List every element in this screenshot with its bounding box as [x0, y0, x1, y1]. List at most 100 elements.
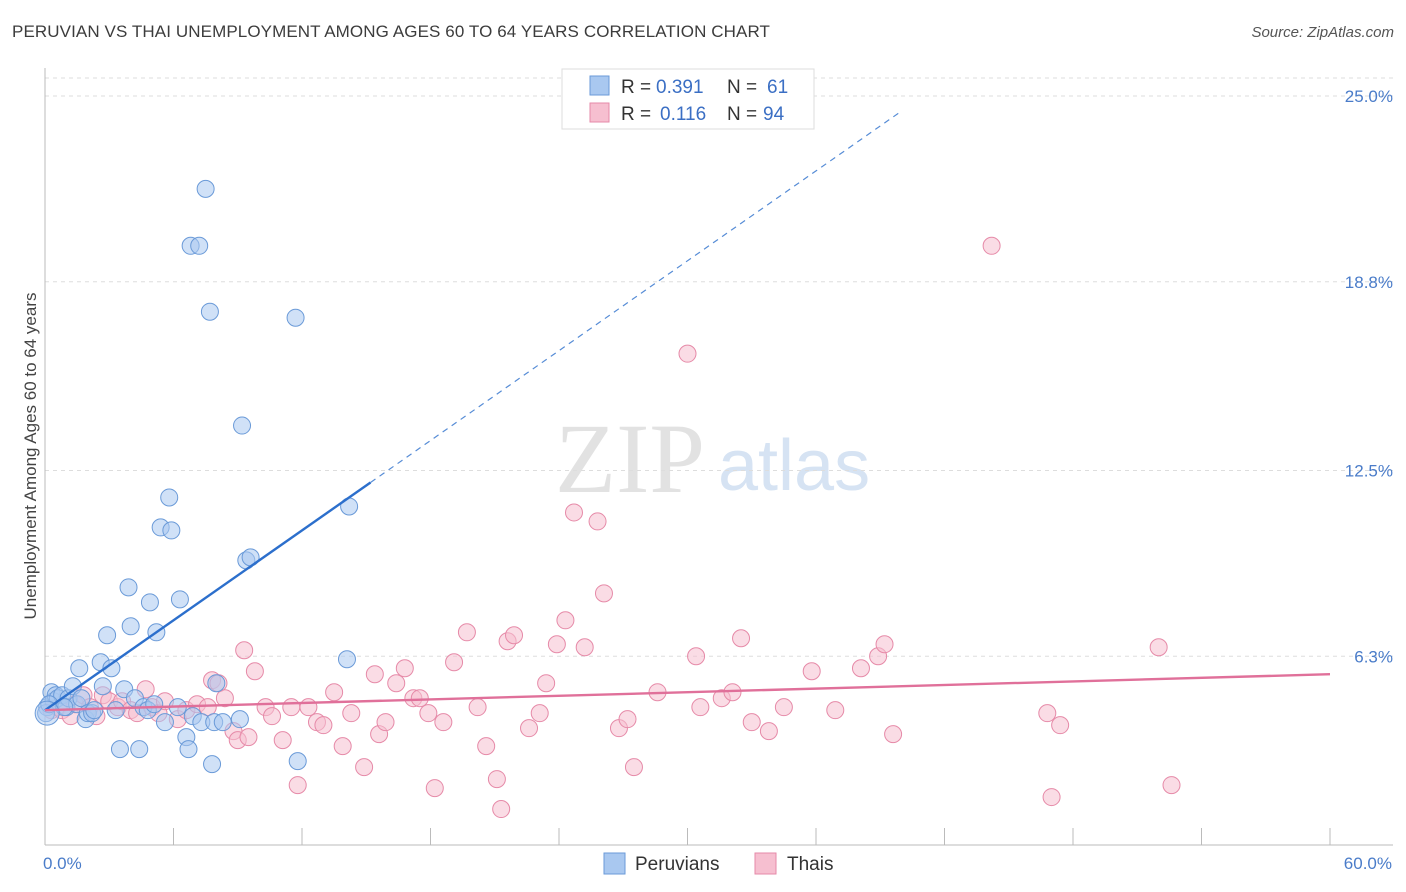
- peruvian-point: [106, 701, 125, 720]
- legend-swatch-peruvians: [589, 75, 610, 96]
- thai-point: [691, 698, 710, 717]
- thai-point: [434, 713, 453, 732]
- thai-point: [477, 737, 496, 756]
- thai-point: [624, 758, 643, 777]
- thai-point: [875, 635, 894, 654]
- bottom-legend: Peruvians Thais: [603, 852, 833, 875]
- peruvian-point: [230, 710, 249, 729]
- bottom-legend-label-thais: Thais: [787, 854, 833, 875]
- x-tick-label-max: 60.0%: [1344, 854, 1392, 873]
- thai-point: [395, 659, 414, 678]
- thai-point: [445, 653, 464, 672]
- peruvian-point: [190, 236, 209, 255]
- thai-point: [564, 503, 583, 522]
- thai-point: [851, 659, 870, 678]
- peruvian-point: [140, 593, 159, 612]
- thai-point: [505, 626, 524, 645]
- peruvian-point: [288, 752, 307, 771]
- peruvian-point: [145, 695, 164, 714]
- peruvian-point: [70, 659, 89, 678]
- legend: R = 0.391 N = 61 R = 0.116 N = 94: [561, 68, 815, 130]
- chart-title: PERUVIAN VS THAI UNEMPLOYMENT AMONG AGES…: [12, 22, 771, 41]
- peruvian-point: [155, 713, 174, 732]
- thai-point: [1042, 788, 1061, 807]
- legend-n-value-2: 94: [763, 104, 785, 125]
- thai-point: [547, 635, 566, 654]
- thai-point: [487, 770, 506, 789]
- thai-point: [387, 674, 406, 693]
- thai-point: [826, 701, 845, 720]
- watermark-zip: ZIP: [555, 403, 705, 514]
- thai-point: [1162, 776, 1181, 795]
- thai-point: [342, 704, 361, 723]
- thai-point: [556, 611, 575, 630]
- thai-point: [1149, 638, 1168, 657]
- y-tick-label: 12.5%: [1345, 462, 1393, 481]
- thai-point: [376, 713, 395, 732]
- peruvian-point: [119, 578, 138, 597]
- peruvian-trend-extension: [370, 110, 903, 483]
- y-tick-label: 18.8%: [1345, 273, 1393, 292]
- trend-lines: [44, 110, 1331, 712]
- peruvian-point: [130, 740, 149, 759]
- thai-point: [678, 344, 697, 363]
- thai-point: [588, 512, 607, 531]
- thai-point: [299, 698, 318, 717]
- thai-point: [884, 725, 903, 744]
- legend-r-value-1: 0.391: [656, 77, 704, 98]
- legend-n-label-2: N =: [727, 104, 757, 125]
- thai-point: [263, 707, 282, 726]
- peruvian-point: [337, 650, 356, 669]
- thai-point: [594, 584, 613, 603]
- legend-r-label-2: R =: [621, 104, 651, 125]
- legend-r-label-1: R =: [621, 77, 651, 98]
- legend-r-value-2: 0.116: [660, 104, 706, 125]
- thai-point: [282, 698, 301, 717]
- peruvian-point: [286, 308, 305, 327]
- thai-point: [575, 638, 594, 657]
- thai-point: [520, 719, 539, 738]
- thai-point: [273, 731, 292, 750]
- thai-point: [618, 710, 637, 729]
- legend-swatch-thais: [589, 102, 610, 123]
- peruvian-point: [203, 755, 222, 774]
- thai-point: [245, 662, 264, 681]
- thai-point: [759, 722, 778, 741]
- peruvian-point: [160, 488, 179, 507]
- thai-point: [325, 683, 344, 702]
- peruvian-point: [196, 179, 215, 198]
- y-axis-label: Unemployment Among Ages 60 to 64 years: [21, 293, 40, 620]
- peruvian-point: [93, 677, 112, 696]
- legend-n-label-1: N =: [727, 77, 757, 98]
- data-points: [34, 179, 1181, 819]
- thai-point: [742, 713, 761, 732]
- x-axis-ticks: [44, 828, 1331, 845]
- y-tick-label: 6.3%: [1354, 647, 1393, 666]
- thai-point: [732, 629, 751, 648]
- thai-point: [492, 800, 511, 819]
- thai-point: [1038, 704, 1057, 723]
- y-tick-labels: 6.3% 12.5% 18.8% 25.0%: [1345, 87, 1393, 666]
- thai-point: [982, 236, 1001, 255]
- peruvian-trend-line: [44, 481, 372, 712]
- thai-point: [410, 689, 429, 708]
- peruvian-point: [110, 740, 129, 759]
- bottom-legend-label-peruvians: Peruvians: [635, 854, 720, 875]
- peruvian-point: [170, 590, 189, 609]
- thai-point: [239, 728, 258, 747]
- peruvian-point: [72, 689, 91, 708]
- thai-point: [198, 698, 217, 717]
- thai-point: [802, 662, 821, 681]
- chart-source: Source: ZipAtlas.com: [1251, 24, 1394, 41]
- thai-point: [457, 623, 476, 642]
- peruvian-point: [233, 416, 252, 435]
- thai-point: [333, 737, 352, 756]
- watermark-atlas: atlas: [718, 426, 870, 506]
- thai-point: [215, 689, 234, 708]
- peruvian-point-cluster: [34, 700, 60, 726]
- bottom-legend-swatch-thais: [754, 852, 777, 875]
- bottom-legend-swatch-peruvians: [603, 852, 626, 875]
- peruvian-point: [213, 713, 232, 732]
- thai-point: [314, 716, 333, 735]
